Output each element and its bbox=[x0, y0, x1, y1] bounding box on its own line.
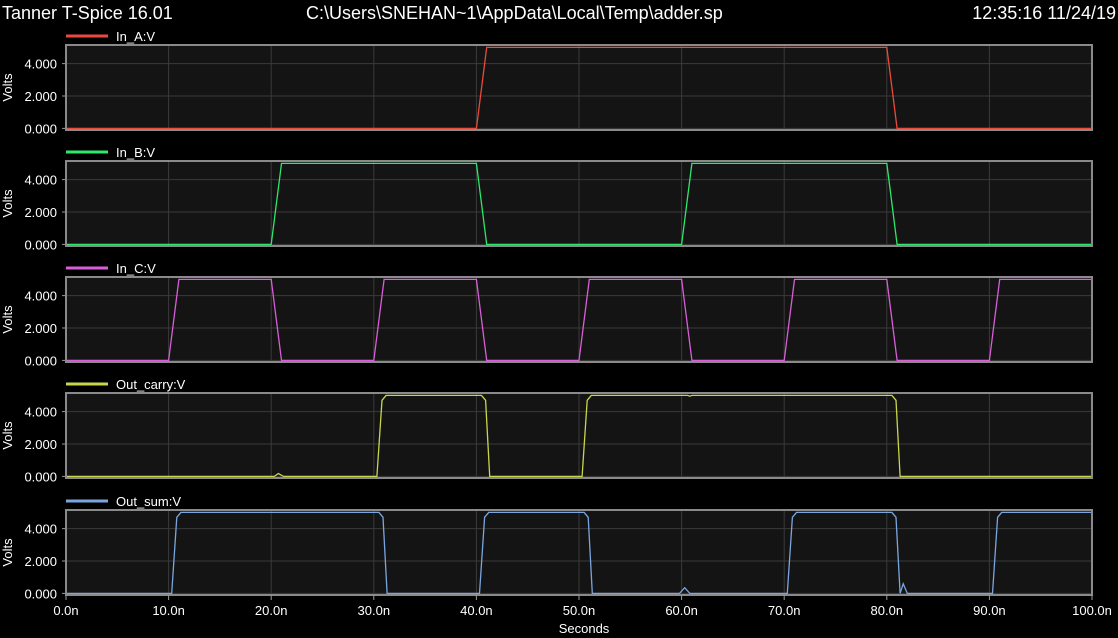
x-tick-label: 0.0n bbox=[53, 603, 78, 618]
waveform-panel: 0.000 2.000 4.000 Volts In_A:V bbox=[0, 29, 1093, 136]
x-tick-label: 10.0n bbox=[152, 603, 185, 618]
x-tick-label: 100.0n bbox=[1072, 603, 1112, 618]
timestamp: 12:35:16 11/24/19 bbox=[972, 3, 1116, 23]
y-tick-label: 2.000 bbox=[24, 205, 57, 220]
plot-frame bbox=[65, 44, 1093, 131]
plot-frame bbox=[65, 276, 1093, 363]
x-tick-label: 70.0n bbox=[768, 603, 801, 618]
plot-frame bbox=[65, 392, 1093, 479]
series-line[interactable] bbox=[66, 511, 1092, 595]
legend-label: Out_sum:V bbox=[116, 494, 181, 509]
y-tick-label: 0.000 bbox=[24, 121, 57, 136]
series-line[interactable] bbox=[66, 162, 1092, 246]
y-axis-label: Volts bbox=[0, 73, 15, 102]
x-tick-label: 80.0n bbox=[871, 603, 904, 618]
y-axis-label: Volts bbox=[0, 421, 15, 450]
series-line[interactable] bbox=[66, 46, 1092, 130]
plot-frame bbox=[65, 160, 1093, 247]
x-tick-label: 60.0n bbox=[665, 603, 698, 618]
app-title: Tanner T-Spice 16.01 bbox=[2, 3, 173, 23]
x-axis-label: Seconds bbox=[559, 621, 610, 636]
y-tick-label: 0.000 bbox=[24, 586, 57, 601]
y-tick-label: 0.000 bbox=[24, 237, 57, 252]
legend-label: In_C:V bbox=[116, 261, 156, 276]
y-tick-label: 2.000 bbox=[24, 437, 57, 452]
file-path: C:\Users\SNEHAN~1\AppData\Local\Temp\add… bbox=[306, 3, 723, 23]
y-tick-label: 4.000 bbox=[24, 522, 57, 537]
y-tick-label: 4.000 bbox=[24, 289, 57, 304]
series-line[interactable] bbox=[66, 278, 1092, 362]
x-tick-label: 30.0n bbox=[358, 603, 391, 618]
y-tick-label: 0.000 bbox=[24, 469, 57, 484]
x-tick-label: 20.0n bbox=[255, 603, 288, 618]
series-line[interactable] bbox=[66, 394, 1092, 478]
x-tick-label: 90.0n bbox=[973, 603, 1006, 618]
title-bar: Tanner T-Spice 16.01 C:\Users\SNEHAN~1\A… bbox=[0, 0, 1118, 28]
y-tick-label: 2.000 bbox=[24, 89, 57, 104]
waveform-panel: 0.000 2.000 4.000 Volts Out_carry:V bbox=[0, 377, 1093, 484]
y-tick-label: 4.000 bbox=[24, 57, 57, 72]
y-axis-label: Volts bbox=[0, 305, 15, 334]
y-axis-label: Volts bbox=[0, 189, 15, 218]
y-axis-label: Volts bbox=[0, 538, 15, 567]
legend-label: Out_carry:V bbox=[116, 377, 186, 392]
waveform-panel: 0.000 2.000 4.000 Volts In_C:V bbox=[0, 261, 1093, 368]
legend-label: In_A:V bbox=[116, 29, 155, 44]
y-tick-label: 2.000 bbox=[24, 321, 57, 336]
y-tick-label: 0.000 bbox=[24, 353, 57, 368]
y-tick-label: 4.000 bbox=[24, 173, 57, 188]
legend-label: In_B:V bbox=[116, 145, 155, 160]
waveform-panel: 0.000 2.000 4.000 Volts In_B:V bbox=[0, 145, 1093, 252]
waveform-panel: 0.000 2.000 4.000 Volts Out_sum:V bbox=[0, 494, 1093, 601]
x-tick-label: 40.0n bbox=[460, 603, 493, 618]
x-tick-label: 50.0n bbox=[563, 603, 596, 618]
y-tick-label: 2.000 bbox=[24, 554, 57, 569]
y-tick-label: 4.000 bbox=[24, 405, 57, 420]
